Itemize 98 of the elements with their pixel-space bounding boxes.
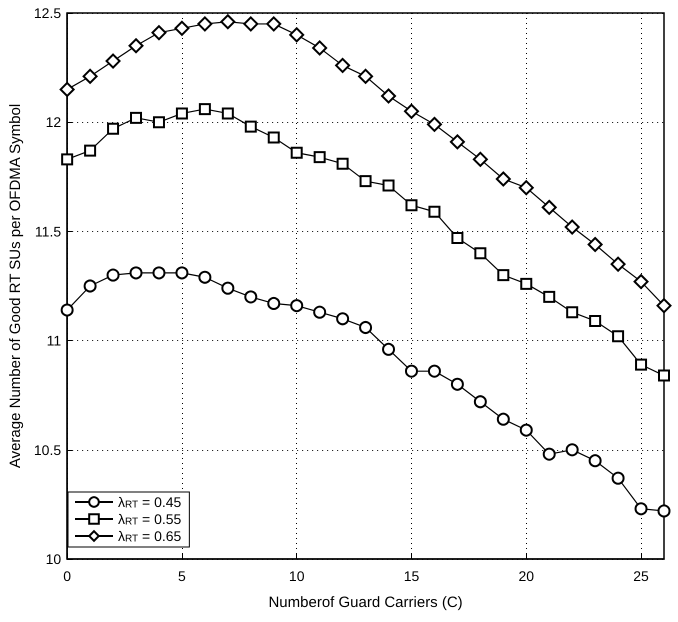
x-axis-title: Numberof Guard Carriers (C) [268,594,463,611]
point [267,296,280,310]
point [60,82,75,97]
point [635,358,648,371]
point [612,472,625,485]
point [290,299,304,312]
y-tick-label: 10 [46,551,62,567]
point [588,454,602,468]
x-tick-label: 10 [288,568,305,584]
point [197,16,212,32]
point [382,180,395,192]
point [566,443,579,456]
point [335,58,350,73]
point [450,378,464,391]
point [496,412,510,426]
point [174,20,190,36]
point [290,146,303,159]
x-tick-label: 15 [404,568,420,584]
point [520,424,533,437]
point [244,290,258,304]
legend-label: λRT = 0.45 [118,494,182,510]
point [658,504,670,518]
y-tick-label: 12 [46,114,62,130]
point [312,40,328,56]
point [266,16,282,32]
point [176,107,188,120]
point [84,144,96,157]
legend-label: λRT = 0.55 [118,511,182,528]
y-tick-label: 12.5 [34,5,62,21]
x-tick-label: 25 [633,568,650,584]
point [588,237,603,252]
point [634,502,648,516]
point [198,270,212,284]
point [404,104,419,119]
point [221,282,234,295]
point [543,290,556,303]
point [358,68,374,84]
x-tick-label: 0 [63,568,72,584]
point [542,200,557,215]
legend-label: λRT = 0.65 [118,528,182,544]
point [60,304,74,317]
point [428,206,440,218]
point [450,134,465,150]
point [359,321,372,334]
point [268,131,280,144]
point [426,116,442,132]
point [497,269,510,282]
point [656,298,672,314]
point [61,153,74,166]
point [244,120,257,133]
point [610,256,626,272]
point [472,152,488,167]
y-tick-label: 11.5 [34,223,62,240]
point [404,364,418,378]
point [151,25,166,40]
point [589,314,602,327]
point [564,220,580,235]
point [130,112,142,124]
point [84,280,97,292]
point [634,274,649,290]
point [496,171,511,186]
point [360,175,372,188]
point [336,158,349,170]
x-tick-label: 5 [178,568,186,584]
point [152,116,165,128]
point [222,107,234,120]
y-tick-label: 11 [46,332,62,349]
point [220,14,236,30]
y-axis-title: Average Number of Good RT SUs per OFDMA Symbol [7,104,24,468]
point [382,342,396,356]
point [566,306,578,318]
x-tick-label: 20 [518,568,534,584]
point [198,103,211,116]
point [520,278,532,290]
point [243,16,258,32]
point [313,306,326,319]
point [130,266,143,280]
point [106,54,121,69]
point [107,122,120,135]
point [542,448,556,461]
point [289,27,304,42]
point [381,88,396,104]
point [428,364,441,378]
point [336,312,350,326]
point [518,180,534,196]
point [314,151,326,164]
point [82,68,98,84]
point [474,247,486,260]
y-tick-label: 10.5 [34,442,62,458]
point [128,38,144,54]
point [152,266,166,280]
point [405,199,418,212]
point [451,232,464,244]
point [106,268,120,282]
point [658,370,670,382]
point [175,266,188,280]
point [474,395,487,408]
point [612,330,624,342]
